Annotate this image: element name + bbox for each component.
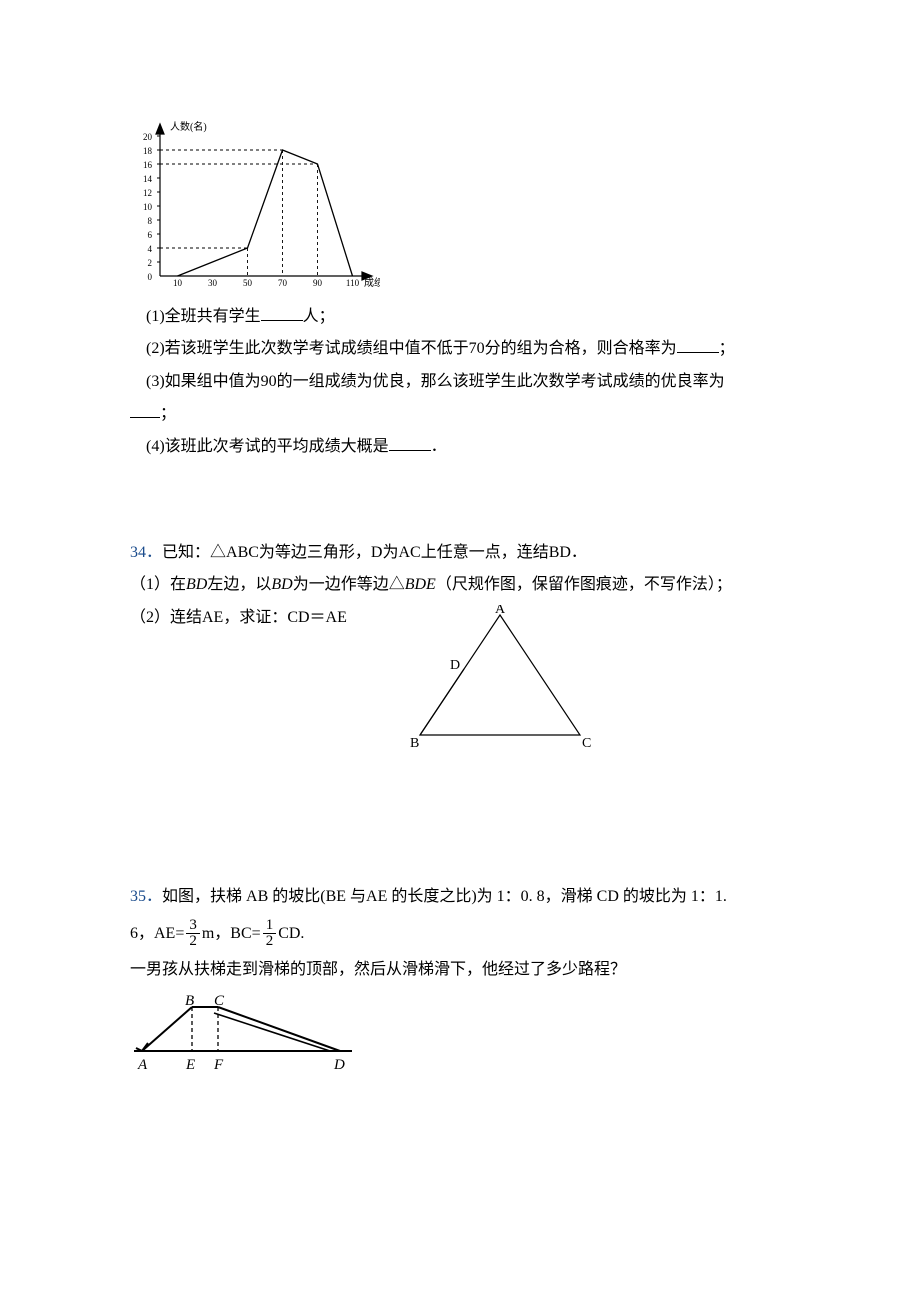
label-A: A: [137, 1057, 148, 1073]
blank: [389, 434, 431, 451]
blank: [677, 336, 719, 353]
q33-line3-a: (3)如果组中值为90的一组成绩为优良，那么该班学生此次数学考试成绩的优良率为: [146, 373, 725, 390]
svg-text:4: 4: [148, 244, 153, 254]
q35-figure: A B C D E F: [130, 993, 790, 1083]
fraction: 12: [263, 918, 277, 951]
label-F: F: [213, 1057, 224, 1073]
q34-figure: A B C D: [390, 605, 790, 760]
t: 为一边作等边△: [293, 576, 405, 593]
frequency-polygon-chart: 0 2 4 6 8 10 12 14 16 18 20: [130, 118, 380, 288]
svg-text:10: 10: [173, 278, 183, 288]
svg-text:8: 8: [148, 216, 153, 226]
label-C: C: [582, 736, 591, 751]
den: 2: [186, 934, 200, 950]
q33-line1-a: (1)全班共有学生: [146, 308, 261, 325]
t: （1）在: [130, 576, 186, 593]
svg-text:30: 30: [208, 278, 218, 288]
t: （尺规作图，保留作图痕迹，不写作法）；: [436, 576, 732, 593]
q33-line3b: ；: [130, 399, 790, 429]
num: 1: [263, 918, 277, 935]
svg-text:10: 10: [143, 202, 153, 212]
q33-line4-b: ．: [431, 438, 447, 455]
q35-number: 35．: [130, 888, 162, 905]
t: 6，AE=: [130, 925, 184, 942]
triangle-abc-icon: A B C D: [390, 605, 610, 760]
q33-line2-a: (2)若该班学生此次数学考试成绩组中值不低于70分的组为合格，则合格率为: [146, 340, 677, 357]
svg-text:2: 2: [148, 258, 153, 268]
t: m，BC=: [202, 925, 261, 942]
svg-text:14: 14: [143, 174, 153, 184]
t: BD: [271, 576, 292, 593]
svg-text:90: 90: [313, 278, 323, 288]
fraction: 32: [186, 918, 200, 951]
svg-text:18: 18: [143, 146, 153, 156]
q33-line4-a: (4)该班此次考试的平均成绩大概是: [146, 438, 389, 455]
t: 左边，以: [207, 576, 271, 593]
svg-text:12: 12: [143, 188, 152, 198]
svg-text:6: 6: [148, 230, 153, 240]
q33-line2-b: ；: [719, 340, 735, 357]
q35-stem-a: 如图，扶梯 AB 的坡比(BE 与AE 的长度之比)为 1：0. 8，滑梯 CD…: [162, 888, 727, 905]
svg-text:0: 0: [148, 272, 153, 282]
label-B: B: [185, 993, 194, 1009]
q34-stem: 34．已知：△ABC为等边三角形，D为AC上任意一点，连结BD．: [130, 538, 790, 568]
q33-line1: (1)全班共有学生 人；: [130, 302, 790, 332]
label-D: D: [450, 658, 460, 673]
blank: [261, 304, 303, 321]
q33-line4: (4)该班此次考试的平均成绩大概是 ．: [130, 432, 790, 462]
svg-text:成绩(分): 成绩(分): [364, 276, 380, 288]
q35-stem-line1: 35．如图，扶梯 AB 的坡比(BE 与AE 的长度之比)为 1：0. 8，滑梯…: [130, 882, 790, 912]
svg-text:110: 110: [346, 278, 360, 288]
svg-text:人数(名): 人数(名): [170, 120, 207, 133]
svg-text:50: 50: [243, 278, 253, 288]
q34-p2-text: （2）连结AE，求证：CD＝AE: [130, 609, 347, 626]
q34-p1: （1）在BD左边，以BD为一边作等边△BDE（尺规作图，保留作图痕迹，不写作法）…: [130, 570, 790, 600]
q35-p2: 一男孩从扶梯走到滑梯的顶部，然后从滑梯滑下，他经过了多少路程？: [130, 955, 790, 985]
label-B: B: [410, 736, 419, 751]
label-A: A: [495, 605, 506, 617]
svg-text:16: 16: [143, 160, 153, 170]
blank: [130, 401, 160, 418]
svg-text:70: 70: [278, 278, 288, 288]
t: BD: [186, 576, 207, 593]
label-C: C: [214, 993, 225, 1009]
label-E: E: [185, 1057, 195, 1073]
q33-line3: (3)如果组中值为90的一组成绩为优良，那么该班学生此次数学考试成绩的优良率为: [130, 367, 790, 397]
q33-line2: (2)若该班学生此次数学考试成绩组中值不低于70分的组为合格，则合格率为 ；: [130, 334, 790, 364]
num: 3: [186, 918, 200, 935]
t: BDE: [405, 576, 436, 593]
trapezoid-slide-icon: A B C D E F: [130, 993, 360, 1083]
q33-line3-b: ；: [160, 405, 176, 422]
q35-p2-text: 一男孩从扶梯走到滑梯的顶部，然后从滑梯滑下，他经过了多少路程？: [130, 961, 626, 978]
svg-text:20: 20: [143, 132, 153, 142]
label-D: D: [333, 1057, 345, 1073]
q33-line1-b: 人；: [303, 308, 335, 325]
den: 2: [263, 934, 277, 950]
q34-stem-text: 已知：△ABC为等边三角形，D为AC上任意一点，连结BD．: [162, 544, 587, 561]
q33-chart: 0 2 4 6 8 10 12 14 16 18 20: [130, 118, 790, 288]
q35-stem-line2: 6，AE=32m，BC=12CD.: [130, 915, 790, 953]
t: CD.: [278, 925, 304, 942]
q34-number: 34．: [130, 544, 162, 561]
